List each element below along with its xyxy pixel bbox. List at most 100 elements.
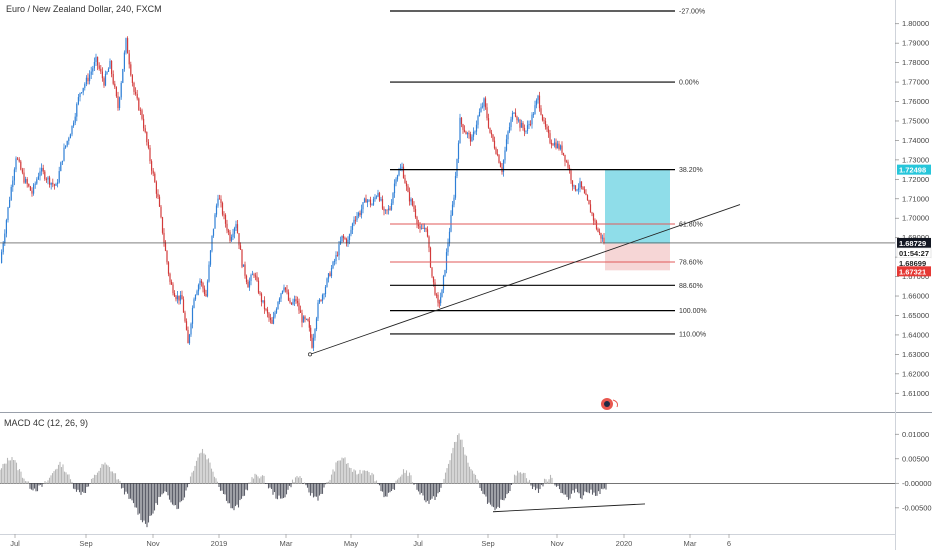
candle-body — [37, 176, 39, 180]
candle-body — [101, 71, 103, 79]
position-tool[interactable] — [605, 169, 670, 271]
support-trendline[interactable] — [309, 204, 741, 355]
candle-body — [477, 116, 479, 125]
candle-body — [502, 160, 505, 173]
candle-body — [395, 179, 397, 184]
candle-body — [543, 120, 545, 122]
candle-body — [229, 232, 231, 241]
candle-body — [50, 182, 52, 185]
candle-body — [274, 312, 276, 317]
candle-body — [293, 299, 296, 302]
candle-body — [205, 294, 207, 297]
candle-body — [460, 117, 463, 125]
candle-body — [250, 275, 252, 281]
stop-zone[interactable] — [605, 243, 670, 271]
macd-tick-label: -0.00500 — [902, 503, 932, 512]
candle-body — [469, 134, 472, 142]
candle-body — [166, 250, 168, 263]
candle-body — [269, 317, 272, 320]
candle-body — [562, 152, 565, 155]
candle-body — [226, 223, 228, 231]
candle-body — [318, 299, 321, 303]
candle-body — [591, 212, 593, 214]
trendline-anchor[interactable] — [308, 352, 312, 357]
candle-body — [119, 97, 121, 109]
stop-price-tag: 1.67321 — [899, 267, 926, 276]
candle-body — [164, 242, 167, 251]
candle-body — [76, 103, 78, 117]
candle-body — [472, 131, 475, 137]
trendline[interactable] — [308, 204, 741, 357]
candle-body — [296, 301, 299, 303]
candle-body — [109, 60, 111, 69]
candle-body — [138, 98, 140, 111]
candle-body — [398, 170, 400, 176]
candle-body — [28, 183, 30, 187]
candle-body — [408, 191, 411, 202]
time-axis[interactable]: Jul Sep Nov 2019 Mar May Jul Sep Nov 2020 Mar 6 — [10, 534, 731, 548]
candle-body — [450, 214, 452, 232]
candle-body — [546, 126, 548, 130]
candle-body — [310, 327, 312, 338]
candle-body — [356, 216, 358, 220]
fib-level-label: 61.80% — [679, 222, 703, 229]
candle-body — [483, 98, 485, 107]
candle-body — [302, 316, 305, 323]
candle-body — [191, 307, 194, 324]
target-price-tag: 1.72498 — [899, 166, 926, 175]
candle-body — [93, 61, 95, 69]
candle-body — [295, 299, 297, 302]
candle-body — [197, 285, 200, 292]
candle-body — [44, 171, 46, 180]
candle-body — [208, 264, 210, 282]
tradingview-logo[interactable] — [601, 398, 618, 410]
candle-body — [532, 114, 535, 115]
candle-body — [344, 238, 346, 240]
candle-body — [157, 193, 159, 197]
price-tick-label: 1.71000 — [902, 194, 929, 203]
macd-axis[interactable]: 0.01000 0.00500 -0.00000 -0.00500 — [895, 430, 932, 513]
candle-body — [73, 122, 75, 126]
candle-body — [601, 237, 604, 239]
candle-body — [571, 180, 574, 187]
candle-body — [58, 171, 60, 183]
candle-body — [535, 100, 538, 106]
price-tick-label: 1.66000 — [902, 292, 929, 301]
candle-body — [392, 193, 394, 204]
candle-body — [18, 159, 20, 162]
price-tick-label: 1.65000 — [902, 311, 929, 320]
candle-body — [33, 184, 35, 194]
fibonacci-retracement[interactable]: -27.00% 0.00% 38.20% 61.80% 78.60% 88.60% 100.… — [390, 9, 707, 339]
time-tick-label: Mar — [684, 539, 697, 548]
candle-body — [90, 71, 92, 75]
candle-body — [251, 274, 254, 276]
candle-body — [561, 145, 563, 153]
candle-body — [292, 301, 294, 305]
price-tick-label: 1.76000 — [902, 97, 929, 106]
candle-body — [407, 186, 409, 192]
candle-body — [420, 227, 423, 229]
candle-body — [247, 281, 249, 288]
candle-body — [315, 318, 318, 330]
candle-body — [125, 38, 127, 53]
candle-body — [36, 179, 38, 184]
candle-body — [480, 107, 482, 112]
price-axis[interactable]: 1.80000 1.79000 1.78000 1.77000 1.76000 1.750… — [895, 19, 929, 398]
candle-body — [597, 228, 599, 232]
candle-body — [474, 131, 476, 133]
candle-body — [372, 199, 375, 205]
candle-body — [468, 133, 470, 135]
candle-body — [9, 200, 11, 208]
candle-body — [549, 133, 551, 143]
candle-body — [592, 213, 595, 221]
candle-body — [466, 133, 469, 135]
candle-body — [366, 200, 369, 203]
candle-body — [217, 198, 219, 206]
candle-body — [396, 175, 399, 180]
candle-body — [348, 234, 351, 240]
target-zone[interactable] — [605, 169, 670, 244]
candle-body — [314, 329, 316, 338]
candle-body — [128, 53, 130, 65]
